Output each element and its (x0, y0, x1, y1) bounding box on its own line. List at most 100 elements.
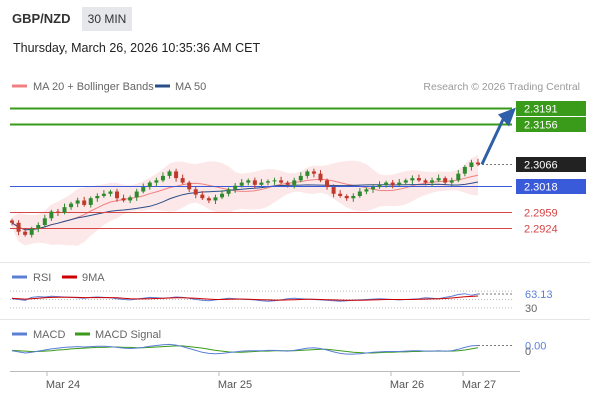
candle-body (180, 178, 185, 183)
level-tag-resistance (516, 101, 586, 116)
candle-body (469, 162, 474, 167)
candle-body (252, 180, 257, 185)
candle-body (390, 182, 395, 185)
candle-body (298, 175, 303, 181)
candle-body (108, 191, 113, 194)
candle-body (36, 225, 41, 229)
candle-body (141, 187, 146, 192)
candle-body (449, 180, 454, 183)
macd-line (11, 343, 479, 355)
candle-body (239, 182, 244, 186)
candle-body (115, 191, 120, 199)
candle-body (377, 184, 382, 188)
candle-body (325, 180, 330, 188)
x-tick-label: Mar 24 (46, 379, 80, 391)
candle-body (82, 200, 87, 205)
rsi-ma-line (11, 295, 479, 301)
candle-body (272, 180, 277, 182)
candle-body (200, 194, 205, 199)
candle-body (187, 182, 192, 190)
candle-body (403, 180, 408, 183)
candle-body (160, 175, 165, 181)
level-label-pivot: 2.3018 (524, 182, 558, 194)
candle-body (174, 171, 179, 179)
legend-label-bollinger: MA 20 + Bollinger Bands (33, 81, 154, 93)
candle-body (285, 182, 290, 185)
candle-body (443, 178, 448, 183)
candle-body (101, 193, 106, 196)
candle-body (456, 173, 461, 181)
candle-body (95, 195, 100, 199)
macd-level-label: 0 (525, 346, 531, 358)
candle-body (75, 200, 80, 204)
rsi-level-label: 30 (525, 303, 537, 315)
candle-body (69, 203, 74, 208)
legend-label-rsi: RSI (33, 272, 51, 284)
symbol-title: GBP/NZD (12, 11, 71, 26)
candle-body (305, 171, 310, 176)
candle-body (351, 195, 356, 199)
candle-body (436, 178, 441, 181)
candle-body (134, 191, 139, 198)
candle-body (220, 193, 225, 198)
candle-body (154, 180, 159, 183)
timeframe-badge[interactable]: 30 MIN (82, 7, 132, 31)
level-tag-current (516, 157, 586, 172)
candle-body (338, 193, 343, 196)
candle-body (344, 195, 349, 199)
candle-body (430, 180, 435, 183)
legend-label-macd: MACD (33, 329, 65, 341)
candle-body (233, 185, 238, 190)
level-label-support: 2.2924 (524, 224, 558, 236)
datetime-label: Thursday, March 26, 2026 10:35:36 AM CET (13, 41, 261, 55)
candle-body (147, 182, 152, 188)
candle-body (279, 180, 284, 183)
candle-body (121, 198, 126, 201)
candle-body (88, 198, 93, 205)
x-tick-label: Mar 26 (390, 379, 424, 391)
candle-body (370, 187, 375, 190)
level-tag-resistance (516, 117, 586, 132)
candle-body (357, 191, 362, 196)
candle-body (397, 182, 402, 185)
candle-body (62, 207, 67, 213)
level-label-resistance: 2.3156 (524, 120, 558, 132)
candle-body (128, 197, 133, 201)
projection-arrow-head (498, 107, 516, 127)
bollinger-band (12, 155, 478, 246)
candle-body (259, 182, 264, 185)
candle-body (193, 189, 198, 195)
candle-body (226, 189, 231, 194)
legend-label-macd-signal: MACD Signal (95, 329, 161, 341)
candle-body (213, 197, 218, 201)
candle-body (246, 180, 251, 183)
candle-body (364, 189, 369, 192)
ma20-line (11, 174, 479, 231)
candle-body (423, 180, 428, 183)
candle-body (331, 187, 336, 194)
candle-body (167, 171, 172, 176)
candle-body (476, 162, 480, 165)
candle-body (16, 222, 21, 232)
x-tick-label: Mar 25 (218, 379, 252, 391)
candle-body (10, 220, 14, 223)
candle-body (292, 180, 297, 185)
level-tag-pivot (516, 179, 586, 194)
candle-body (462, 166, 467, 174)
candle-body (410, 178, 415, 181)
rsi-current-label: 63.13 (525, 289, 553, 301)
level-label-resistance: 2.3191 (524, 104, 558, 116)
candle-body (416, 178, 421, 181)
level-label-current: 2.3066 (524, 160, 558, 172)
ma50-line (11, 181, 479, 231)
candle-body (384, 182, 389, 185)
candle-body (42, 218, 47, 225)
candle-body (29, 228, 34, 235)
x-tick-label: Mar 27 (462, 379, 496, 391)
candle-body (265, 181, 270, 183)
legend-label-ma50: MA 50 (175, 81, 206, 93)
candle-body (311, 171, 316, 174)
legend-label-rsi-ma: 9MA (82, 272, 105, 284)
candle-body (23, 231, 28, 235)
